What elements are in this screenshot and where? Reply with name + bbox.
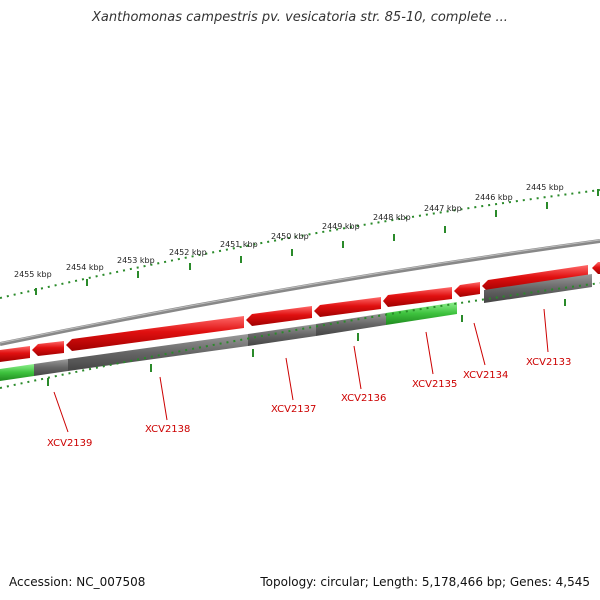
gene-label[interactable]: XCV2139 <box>47 438 92 449</box>
genome-summary-text: Topology: circular; Length: 5,178,466 bp… <box>260 575 590 589</box>
gene-track <box>0 274 592 381</box>
accession-text: Accession: NC_007508 <box>9 575 146 589</box>
gene-label[interactable]: XCV2136 <box>341 393 386 404</box>
gene-block[interactable] <box>34 359 68 376</box>
gene-block-highlight[interactable] <box>386 302 457 325</box>
gene-arrow[interactable] <box>246 306 312 326</box>
scale-label: 2445 kbp <box>526 183 564 192</box>
gene-block[interactable] <box>248 324 316 346</box>
scale-label: 2455 kbp <box>14 270 52 279</box>
gene-arrow[interactable] <box>482 265 588 292</box>
forward-gene-track <box>0 262 600 362</box>
scale-label: 2452 kbp <box>169 248 207 257</box>
gene-arrow[interactable] <box>383 287 452 307</box>
gene-labels: XCV2139 XCV2138 XCV2137 XCV2136 XCV2135 … <box>47 357 571 449</box>
gene-label[interactable]: XCV2135 <box>412 379 457 390</box>
genome-title: Xanthomonas campestris pv. vesicatoria s… <box>92 10 508 25</box>
gene-label[interactable]: XCV2134 <box>463 370 508 381</box>
outer-scale-track <box>0 189 600 299</box>
gene-arrow[interactable] <box>66 316 244 351</box>
scale-label: 2454 kbp <box>66 263 104 272</box>
scale-label: 2447 kbp <box>424 204 462 213</box>
scale-label: 2446 kbp <box>475 193 513 202</box>
gene-label[interactable]: XCV2137 <box>271 404 316 415</box>
gene-arrow[interactable] <box>32 341 64 356</box>
gene-block-highlight[interactable] <box>0 364 34 381</box>
gene-block[interactable] <box>68 334 248 371</box>
gene-label[interactable]: XCV2133 <box>526 357 571 368</box>
inner-scale-ticks <box>47 299 566 386</box>
gene-arrow[interactable] <box>454 282 480 297</box>
outer-scale-ticks <box>35 189 599 295</box>
gene-arrow[interactable] <box>592 262 600 274</box>
scale-labels: 2455 kbp 2454 kbp 2453 kbp 2452 kbp 2451… <box>14 183 564 279</box>
backbone-line <box>0 239 600 346</box>
scale-label: 2448 kbp <box>373 213 411 222</box>
scale-label: 2451 kbp <box>220 240 258 249</box>
gene-label[interactable]: XCV2138 <box>145 424 190 435</box>
gene-arrow[interactable] <box>314 297 381 317</box>
label-leaders <box>53 308 549 433</box>
scale-label: 2449 kbp <box>322 222 360 231</box>
scale-label: 2453 kbp <box>117 256 155 265</box>
scale-label: 2450 kbp <box>271 232 309 241</box>
gene-arrow[interactable] <box>0 346 30 362</box>
inner-scale-track <box>0 282 600 389</box>
gene-block[interactable] <box>316 313 386 336</box>
